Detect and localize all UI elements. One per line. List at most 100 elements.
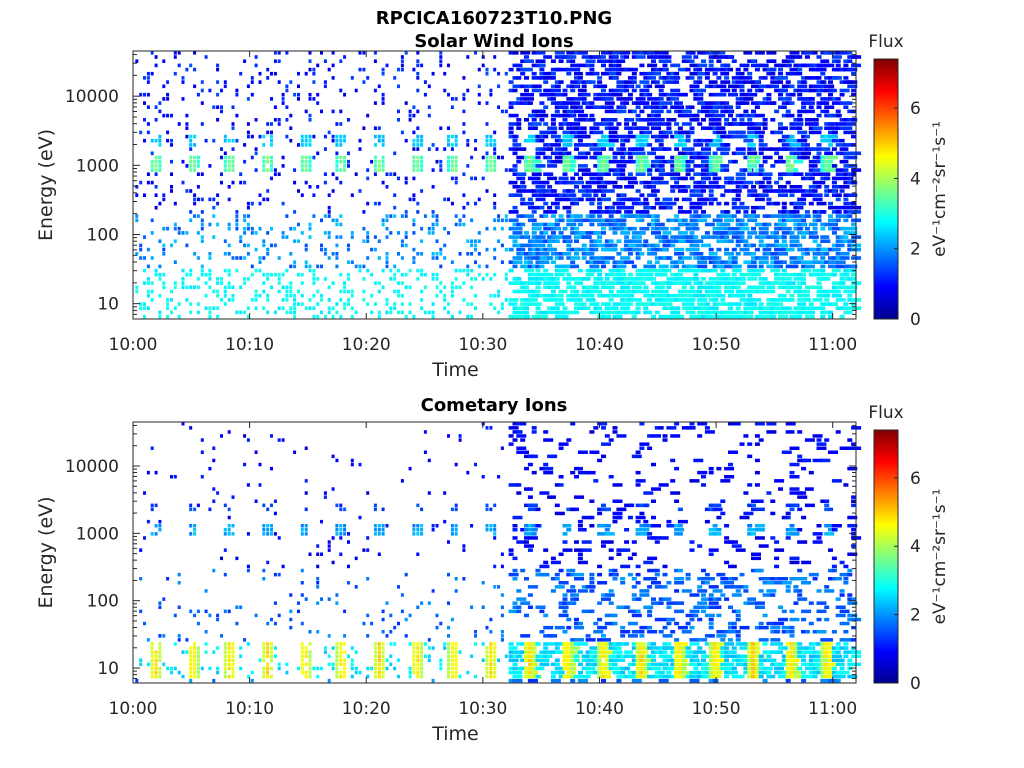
heatmap-cell	[812, 214, 818, 218]
heatmap-cell	[439, 264, 443, 269]
heatmap-cell	[708, 180, 719, 185]
heatmap-cell	[543, 222, 549, 227]
heatmap-cell	[785, 180, 791, 185]
heatmap-cell	[343, 674, 347, 679]
heatmap-cell	[143, 306, 146, 310]
heatmap-cell	[150, 446, 154, 450]
heatmap-cell	[612, 281, 618, 285]
heatmap-cell	[666, 172, 672, 176]
heatmap-cell	[312, 272, 316, 277]
heatmap-cell	[477, 264, 481, 269]
heatmap-cell	[751, 185, 756, 189]
heatmap-cell	[820, 101, 826, 105]
heatmap-cell	[485, 189, 489, 193]
heatmap-cell	[589, 239, 595, 243]
heatmap-cell	[701, 159, 711, 164]
heatmap-cell	[500, 593, 504, 597]
heatmap-cell	[851, 277, 857, 281]
heatmap-cell	[497, 289, 501, 294]
heatmap-cell	[577, 88, 583, 93]
heatmap-cell	[820, 97, 826, 101]
heatmap-cell	[489, 155, 493, 160]
heatmap-cell	[624, 277, 630, 281]
heatmap-cell	[524, 189, 534, 193]
heatmap-cell	[189, 189, 193, 193]
heatmap-cell	[712, 172, 718, 176]
heatmap-cell	[812, 185, 818, 189]
heatmap-cell	[816, 185, 822, 189]
heatmap-cell	[531, 189, 537, 193]
heatmap-cell	[662, 76, 668, 80]
heatmap-cell	[824, 51, 830, 55]
heatmap-cell	[223, 155, 227, 160]
heatmap-cell	[816, 76, 822, 80]
heatmap-cell	[531, 222, 537, 227]
heatmap-cell	[208, 256, 212, 260]
heatmap-cell	[474, 642, 477, 646]
heatmap-cell	[820, 210, 826, 214]
heatmap-cell	[470, 277, 474, 281]
heatmap-cell	[270, 243, 273, 248]
heatmap-cell	[300, 662, 304, 667]
heatmap-cell	[489, 654, 493, 658]
heatmap-cell	[816, 306, 822, 310]
heatmap-cell	[343, 164, 347, 168]
heatmap-cell	[716, 214, 722, 218]
heatmap-cell	[766, 306, 772, 310]
heatmap-cell	[804, 118, 810, 122]
heatmap-cell	[258, 293, 262, 298]
heatmap-cell	[354, 264, 358, 269]
heatmap-cell	[550, 277, 556, 281]
heatmap-cell	[724, 101, 730, 105]
heatmap-cell	[689, 176, 695, 181]
heatmap-cell	[458, 252, 462, 256]
heatmap-cell	[681, 210, 692, 214]
heatmap-cell	[601, 97, 606, 101]
heatmap-cell	[235, 214, 239, 218]
heatmap-cell	[601, 55, 606, 59]
heatmap-cell	[454, 155, 458, 160]
heatmap-cell	[781, 84, 792, 89]
heatmap-cell	[193, 159, 197, 164]
heatmap-cell	[535, 264, 541, 269]
heatmap-cell	[297, 666, 300, 671]
heatmap-cell	[770, 147, 781, 151]
heatmap-cell	[373, 507, 377, 512]
heatmap-cell	[431, 272, 435, 277]
heatmap-cell	[716, 51, 722, 55]
heatmap-cell	[604, 239, 610, 243]
heatmap-cell	[281, 438, 285, 442]
heatmap-cell	[343, 55, 347, 59]
heatmap-cell	[262, 143, 266, 147]
heatmap-cell	[570, 67, 581, 72]
heatmap-cell	[824, 159, 830, 164]
heatmap-cell	[735, 176, 746, 181]
heatmap-cell	[270, 524, 273, 528]
heatmap-cell	[828, 314, 833, 319]
heatmap-cell	[797, 281, 803, 285]
heatmap-cell	[624, 247, 630, 252]
heatmap-cell	[520, 289, 526, 294]
heatmap-cell	[404, 572, 408, 577]
heatmap-cell	[778, 218, 783, 223]
heatmap-cell	[146, 130, 150, 135]
heatmap-cell	[751, 272, 761, 277]
heatmap-cell	[697, 155, 708, 160]
heatmap-cell	[454, 168, 458, 172]
heatmap-cell	[570, 264, 576, 269]
heatmap-cell	[150, 256, 154, 260]
heatmap-cell	[735, 151, 746, 156]
heatmap-cell	[270, 97, 273, 101]
heatmap-cell	[620, 201, 626, 206]
heatmap-cell	[470, 524, 474, 528]
heatmap-cell	[581, 256, 587, 260]
heatmap-cell	[604, 306, 610, 310]
heatmap-cell	[373, 302, 377, 306]
heatmap-cell	[431, 277, 435, 281]
heatmap-cell	[543, 122, 549, 126]
heatmap-cell	[728, 130, 738, 135]
heatmap-cell	[316, 63, 320, 68]
heatmap-cell	[524, 88, 529, 93]
heatmap-cell	[758, 147, 764, 151]
heatmap-cell	[493, 658, 497, 662]
